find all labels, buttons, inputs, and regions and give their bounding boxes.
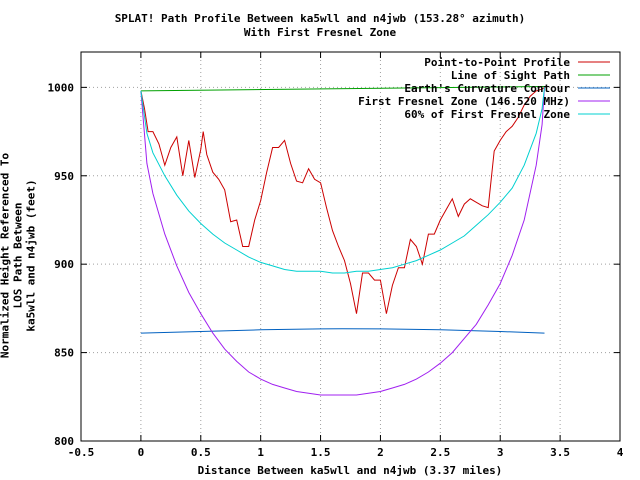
x-tick-label: 1.5: [311, 446, 331, 459]
plot-frame: [80, 51, 621, 442]
series-line-1: [140, 86, 545, 314]
y-tick-label: 800: [54, 435, 74, 448]
x-tick-label: 0: [138, 446, 145, 459]
chart-subtitle: With First Fresnel Zone: [243, 26, 397, 39]
y-tick-label: 900: [54, 258, 74, 271]
legend-label-5: 60% of First Fresnel Zone: [404, 108, 570, 121]
y-axis-label-line1: Normalized Height Referenced To LOS Path…: [0, 152, 25, 359]
x-tick-label: 2.5: [430, 446, 450, 459]
legend-label-3: Earth's Curvature Contour: [404, 82, 570, 95]
x-tick-label: 3: [497, 446, 504, 459]
x-axis-label: Distance Between ka5wll and n4jwb (3.37 …: [197, 464, 503, 477]
x-tick-label: 2: [377, 446, 384, 459]
x-tick-label: 0.5: [191, 446, 211, 459]
y-tick-label: 850: [54, 347, 74, 360]
x-tick-label: -0.5: [68, 446, 95, 459]
y-axis-label-line2: ka5wll and n4jwb (feet): [24, 179, 38, 332]
y-tick-label: 950: [54, 170, 74, 183]
series-line-4: [140, 87, 545, 396]
x-tick-label: 3.5: [550, 446, 570, 459]
series-line-2: [140, 86, 545, 92]
legend-label-2: Line of Sight Path: [451, 69, 570, 82]
series-line-3: [140, 328, 545, 334]
y-tick-label: 1000: [48, 81, 75, 94]
y-axis-label: Normalized Height Referenced To LOS Path…: [0, 146, 38, 366]
legend-label-4: First Fresnel Zone (146.520 MHz): [358, 95, 570, 108]
x-tick-label: 1: [257, 446, 264, 459]
x-tick-label: 4: [617, 446, 624, 459]
chart-title: SPLAT! Path Profile Between ka5wll and n…: [114, 12, 526, 25]
series-line-5: [140, 87, 545, 274]
legend-label-1: Point-to-Point Profile: [424, 56, 570, 69]
